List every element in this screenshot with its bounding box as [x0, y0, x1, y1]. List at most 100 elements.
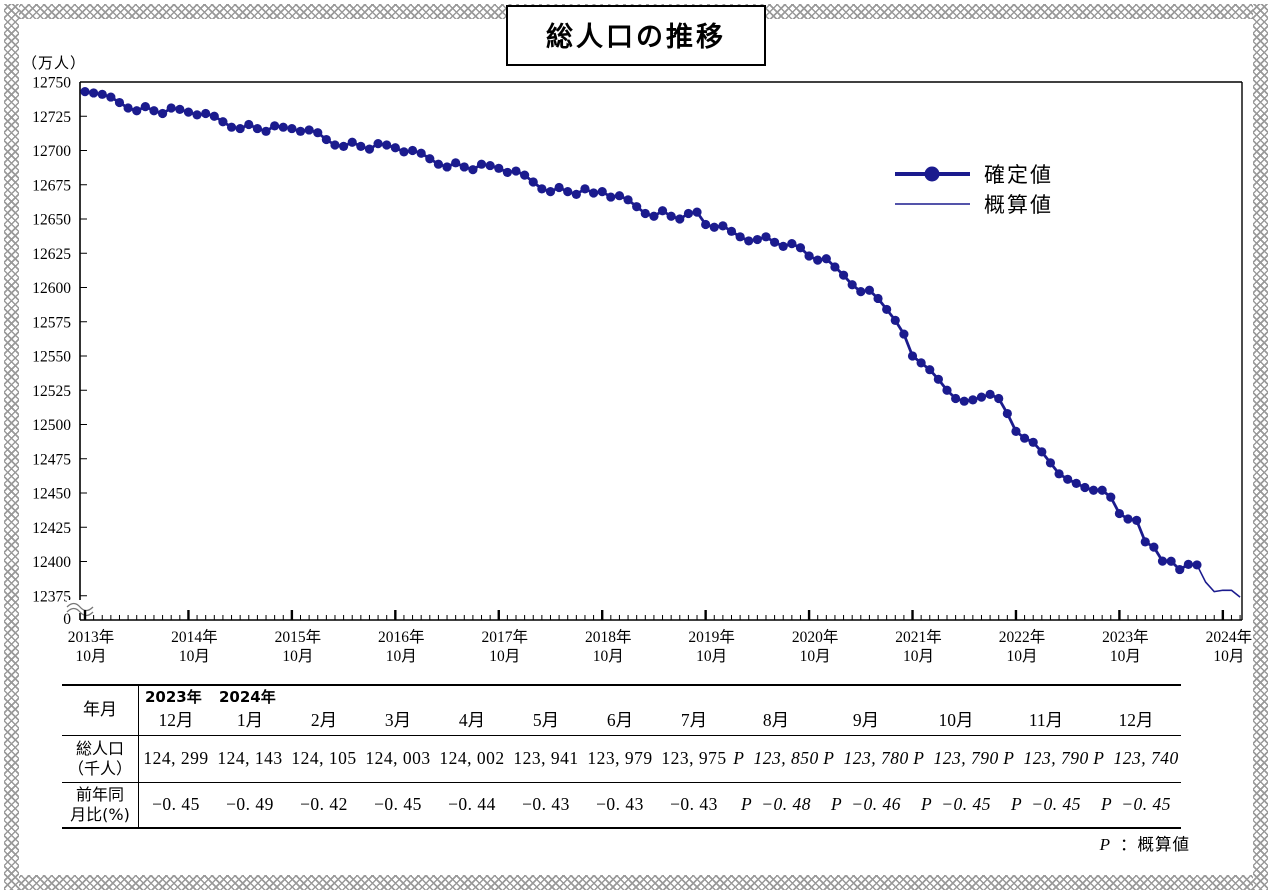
table-value-cell: P 123, 780 [821, 735, 911, 782]
y-tick-label: 12525 [32, 383, 71, 400]
confirmed-data-point [632, 202, 642, 212]
confirmed-data-point [640, 208, 650, 219]
confirmed-data-point [407, 145, 418, 156]
confirmed-data-point [873, 293, 883, 304]
y-axis-zero-label: 0 [63, 611, 71, 628]
x-tick-month-label: 10月 [489, 648, 520, 665]
confirmed-data-point [330, 140, 340, 150]
ornamental-border-left [4, 4, 19, 890]
table-month-header: 4月 [435, 685, 509, 735]
population-data-table: 年月 2023年 12月 2024年 1月 2月 3月 4月 5月 6月 7月 8月 9月 10月 11月 1… [62, 684, 1181, 829]
table-footnote: P ：概算値 [1100, 831, 1190, 855]
provisional-p-mark: P [733, 748, 745, 768]
confirmed-data-point [502, 167, 512, 178]
confirmed-data-point [451, 158, 461, 168]
provisional-value: 123, 850 [753, 748, 819, 768]
row-label-line: 総人口 [75, 738, 124, 758]
table-month-header: 3月 [361, 685, 435, 735]
population-row: 総人口 （千人） 124, 299 124, 143 124, 105 124, 003 1… [62, 735, 1181, 782]
header-month-label: 12月 [158, 710, 194, 731]
x-tick-year-label: 2018年 [585, 628, 632, 646]
confirmed-data-point [425, 154, 435, 164]
page-title: 総人口の推移 [546, 22, 726, 53]
confirmed-data-point [390, 143, 400, 153]
provisional-series-line [1196, 564, 1241, 598]
x-tick-year-label: 2019年 [688, 628, 735, 646]
confirmed-data-point [795, 243, 806, 253]
header-year-label [583, 687, 657, 708]
table-corner-label: 年月 [62, 685, 139, 735]
confirmed-data-point [1063, 474, 1073, 484]
y-tick-label: 12375 [32, 588, 71, 605]
confirmed-data-point [537, 184, 547, 194]
confirmed-data-point [209, 111, 219, 121]
confirmed-data-point [925, 365, 935, 375]
confirmed-data-point [813, 255, 823, 265]
confirmed-data-point [959, 396, 969, 406]
table-value-cell: P −0. 45 [1091, 782, 1181, 828]
x-tick-year-label: 2013年 [68, 628, 115, 646]
confirmed-data-point [580, 184, 590, 194]
confirmed-data-point [1149, 542, 1159, 552]
table-value-cell: −0. 42 [300, 794, 348, 815]
ornamental-border-bottom [4, 875, 1268, 890]
x-tick-year-label: 2016年 [378, 628, 425, 646]
x-tick-year-label: 2014年 [171, 628, 218, 646]
provisional-value: 123, 790 [933, 748, 999, 768]
confirmed-data-point [838, 270, 849, 280]
confirmed-data-point [399, 147, 409, 157]
table-value-cell: P 123, 790 [1001, 735, 1091, 782]
confirmed-data-point [287, 123, 297, 134]
confirmed-data-point [356, 141, 366, 151]
table-value-cell: −0. 43 [522, 794, 570, 815]
x-tick-year-label: 2017年 [482, 628, 529, 646]
confirmed-data-point [270, 121, 280, 131]
confirmed-data-point [735, 232, 745, 242]
y-tick-label: 12650 [32, 212, 71, 229]
header-year-label: 2024年 [219, 688, 276, 707]
confirmed-data-point [1175, 564, 1185, 575]
confirmed-data-point [140, 102, 150, 112]
axis-break-wave [66, 607, 94, 617]
table-month-header: 9月 [821, 685, 911, 735]
table-value-cell: 123, 975 [661, 748, 727, 768]
confirmed-data-point [1097, 485, 1107, 495]
header-year-label [821, 687, 911, 708]
x-tick-year-label: 2021年 [895, 628, 942, 646]
confirmed-data-point [916, 358, 926, 368]
confirmed-data-point [976, 392, 987, 402]
confirmed-data-point [304, 125, 314, 135]
confirmed-data-point [123, 103, 133, 113]
confirmed-data-point [968, 395, 978, 405]
header-month-label: 1月 [236, 710, 264, 731]
confirmed-data-point [744, 236, 754, 246]
x-tick-year-label: 2022年 [999, 628, 1046, 646]
confirmed-data-point [563, 187, 573, 197]
confirmed-data-point [80, 86, 90, 97]
table-value-cell: −0. 44 [448, 794, 496, 815]
confirmed-data-point [951, 393, 961, 404]
y-tick-label: 12625 [32, 246, 71, 263]
provisional-p-mark: P [1003, 748, 1015, 768]
confirmed-data-point [821, 254, 831, 264]
confirmed-data-point [847, 280, 857, 290]
x-tick-month-label: 10月 [75, 648, 106, 665]
y-tick-label: 12725 [32, 109, 71, 126]
confirmed-data-point [520, 170, 530, 180]
provisional-value: −0. 45 [1031, 794, 1081, 815]
confirmed-data-point [675, 214, 685, 224]
confirmed-data-point [1140, 537, 1150, 547]
confirmed-data-point [476, 159, 487, 169]
confirmed-data-point [157, 108, 168, 119]
y-axis-unit-label: （万人） [22, 56, 87, 72]
confirmed-data-point [726, 226, 737, 236]
confirmed-data-point [106, 92, 116, 102]
header-year-label [435, 687, 509, 708]
confirmed-data-point [494, 163, 504, 173]
chart-title-box: 総人口の推移 [506, 5, 766, 66]
table-value-cell: 124, 105 [291, 748, 357, 768]
header-month-label: 4月 [458, 710, 486, 731]
y-tick-label: 12550 [32, 349, 71, 366]
confirmed-data-point [433, 159, 444, 169]
